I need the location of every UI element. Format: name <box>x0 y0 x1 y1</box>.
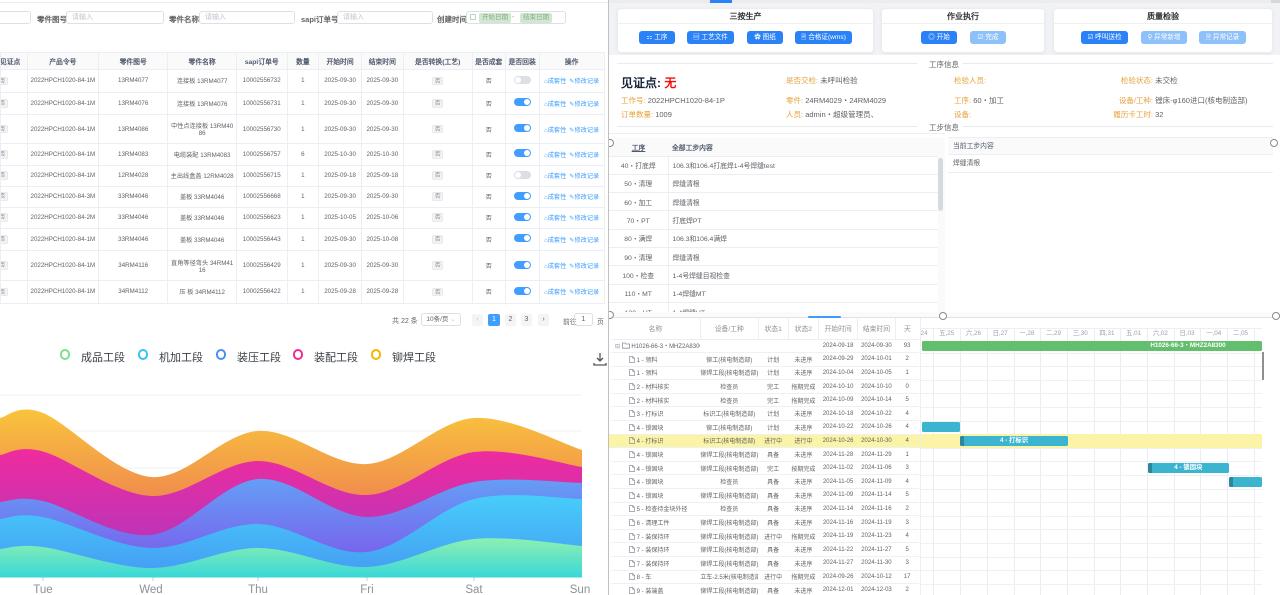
svg-text:Sat: Sat <box>465 584 483 595</box>
svg-text:Thu: Thu <box>248 584 268 595</box>
svg-text:Wed: Wed <box>139 584 162 595</box>
svg-text:Sun: Sun <box>570 584 590 595</box>
svg-text:Fri: Fri <box>360 584 373 595</box>
svg-text:Tue: Tue <box>33 584 52 595</box>
